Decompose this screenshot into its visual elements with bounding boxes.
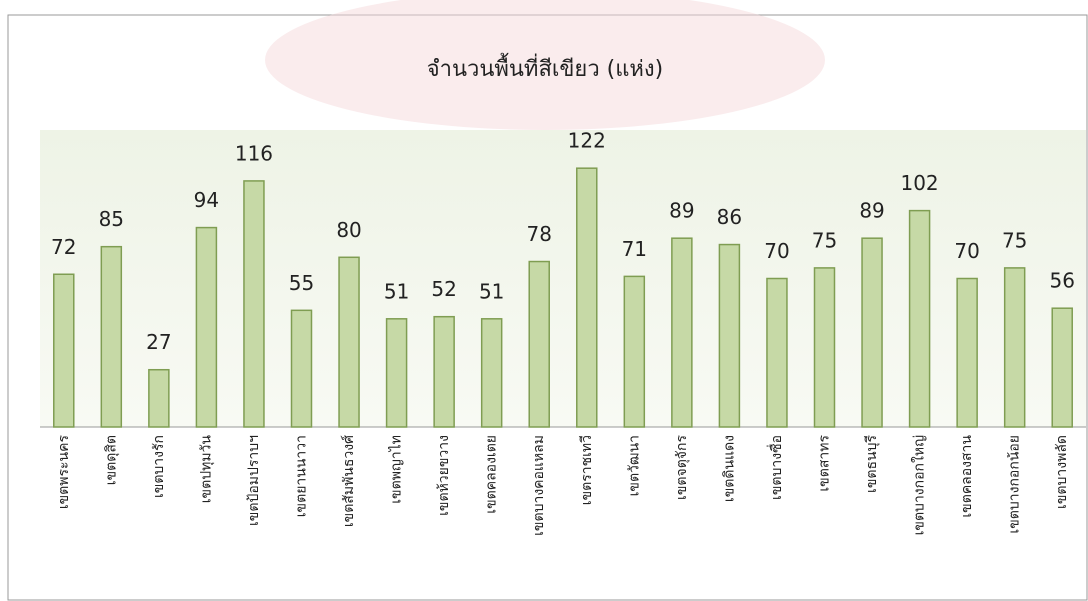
bar [338, 256, 360, 428]
x-tick-label: เขตดุสิต [103, 435, 119, 485]
data-label: 78 [527, 222, 552, 246]
bar [1051, 307, 1073, 428]
x-tick-label: เขตราชเทวี [579, 435, 595, 505]
bar [148, 368, 170, 428]
bar [100, 245, 123, 428]
data-label: 94 [194, 188, 219, 212]
x-tick-label: เขตบางซื่อ [767, 435, 785, 500]
x-tick-label: เขตบางกอกใหญ่ [911, 435, 928, 535]
bar [433, 315, 455, 428]
bar [385, 318, 408, 428]
bar [671, 237, 693, 428]
bar [956, 277, 978, 428]
x-tick-label: เขตคลองสาน [959, 435, 975, 518]
bar [528, 260, 550, 428]
x-tick-label: เขตคลองเตย [484, 435, 500, 514]
data-label: 70 [954, 239, 979, 263]
x-tick-label: เขตพญาไท [388, 435, 405, 504]
x-tick-label: เขตยานนาวา [294, 435, 310, 517]
data-label: 55 [289, 271, 314, 295]
data-label: 70 [764, 239, 789, 263]
data-label: 71 [622, 237, 647, 261]
x-tick-label: เขตบางกอกน้อย [1007, 435, 1023, 534]
bar [813, 267, 836, 428]
data-label: 75 [1002, 228, 1027, 252]
data-label: 89 [859, 199, 884, 223]
data-label: 51 [479, 279, 504, 303]
bar [290, 309, 313, 428]
x-tick-label: เขตสาทร [817, 435, 833, 492]
data-label: 116 [235, 141, 273, 165]
bar [53, 273, 75, 428]
data-label: 75 [812, 228, 837, 252]
x-tick-label: เขตห้วยขวาง [436, 435, 452, 516]
bar [195, 226, 218, 428]
x-tick-label: เขตปทุมวัน [198, 435, 214, 504]
data-label: 56 [1050, 269, 1075, 293]
data-label: 52 [431, 277, 456, 301]
data-label: 80 [336, 218, 361, 242]
chart-title: จำนวนพื้นที่สีเขียว (แห่ง) [427, 53, 664, 82]
x-tick-label: เขตบางรัก [151, 435, 167, 498]
data-label: 122 [568, 129, 606, 153]
data-label: 102 [900, 171, 938, 195]
x-tick-label: เขตวัฒนา [626, 435, 642, 496]
x-tick-label: เขตธนบุรี [864, 435, 880, 493]
bar [576, 167, 598, 428]
bar [243, 180, 265, 428]
data-label: 27 [146, 330, 171, 354]
data-label: 51 [384, 279, 409, 303]
bar [766, 277, 788, 428]
x-tick-label: เขตบางพลัด [1054, 435, 1070, 509]
data-label: 72 [51, 235, 76, 259]
data-label: 89 [669, 199, 694, 223]
bar [480, 318, 503, 428]
watermark [265, 0, 825, 130]
x-tick-label: เขตพระนคร [56, 435, 72, 510]
x-tick-label: เขตดินแดง [721, 435, 737, 502]
x-tick-label: เขตบางคอแหลม [531, 435, 547, 536]
bar [718, 243, 741, 428]
x-tick-label: เขตป้อมปราบฯ [246, 435, 262, 526]
x-tick-label: เขตจตุจักร [674, 435, 690, 500]
data-label: 86 [717, 205, 742, 229]
bar [1003, 267, 1026, 428]
bar [908, 209, 931, 428]
data-label: 85 [99, 207, 124, 231]
bar [623, 275, 646, 428]
x-tick-label: เขตสัมพันธวงศ์ [340, 435, 357, 527]
bar [861, 237, 883, 428]
